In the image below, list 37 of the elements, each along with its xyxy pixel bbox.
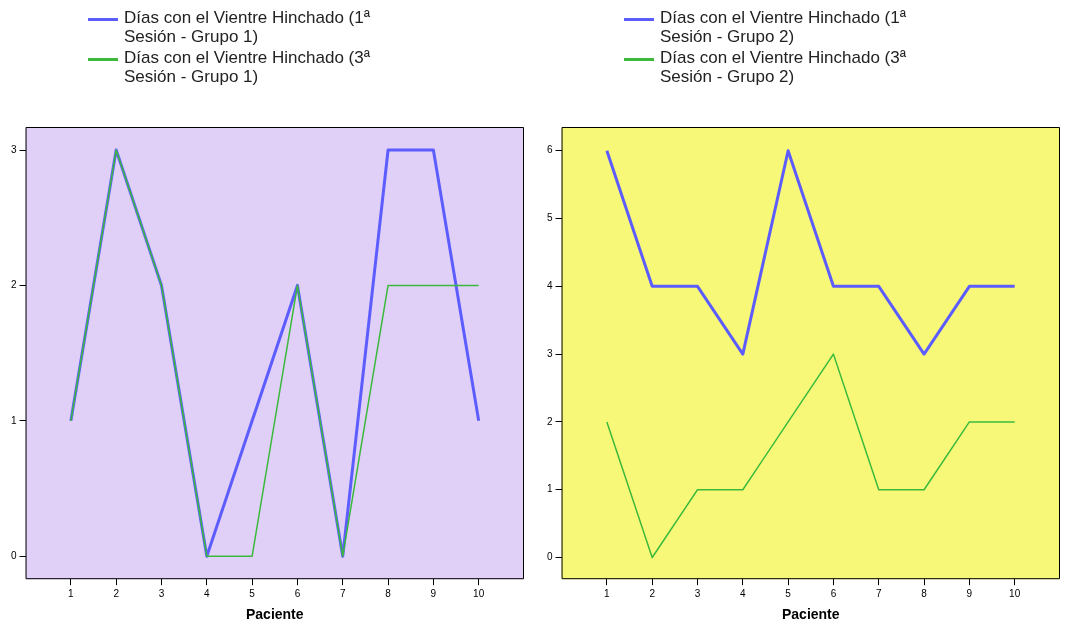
x-axis-title: Paciente [245,606,304,623]
x-tick-label: 10 [1009,587,1021,599]
legend-label: Días con el Vientre Hinchado (1ª Sesión - Grupo 1) [124,8,371,46]
x-tick-label: 8 [385,587,392,599]
legend-label: Días con el Vientre Hinchado (3ª Sesión - Grupo 1) [124,48,371,86]
x-tick-label: 5 [249,587,256,599]
y-tick-label: 1 [547,483,553,495]
y-tick-label: 0 [11,549,17,561]
y-tick-label: 3 [11,143,17,155]
x-tick-label: 4 [204,587,211,599]
x-tick-label: 6 [830,587,837,599]
x-axis-title: Paciente [781,606,840,623]
x-tick-label: 6 [294,587,301,599]
x-tick-label: 7 [339,587,346,599]
y-tick-label: 6 [547,144,553,156]
x-tick-label: 2 [113,587,120,599]
x-tick-label: 3 [158,587,165,599]
x-tick-label: 1 [604,587,611,599]
y-tick-label: 0 [547,551,553,563]
x-tick-label: 10 [473,587,485,599]
legend-label: Días con el Vientre Hinchado (1ª Sesión - Grupo 2) [660,8,907,46]
x-tick-label: 2 [649,587,656,599]
y-tick-label: 2 [547,415,553,427]
x-tick-label: 4 [740,587,747,599]
x-tick-label: 7 [875,587,882,599]
y-tick-label: 4 [547,280,553,292]
y-tick-label: 3 [547,347,553,359]
x-tick-label: 1 [68,587,75,599]
x-tick-label: 9 [430,587,437,599]
y-tick-label: 2 [11,279,17,291]
y-tick-label: 1 [11,414,17,426]
x-tick-label: 8 [921,587,928,599]
x-tick-label: 5 [785,587,792,599]
x-tick-label: 3 [694,587,701,599]
legend-label: Días con el Vientre Hinchado (3ª Sesión - Grupo 2) [660,48,907,86]
x-tick-label: 9 [966,587,973,599]
y-tick-label: 5 [547,212,553,224]
